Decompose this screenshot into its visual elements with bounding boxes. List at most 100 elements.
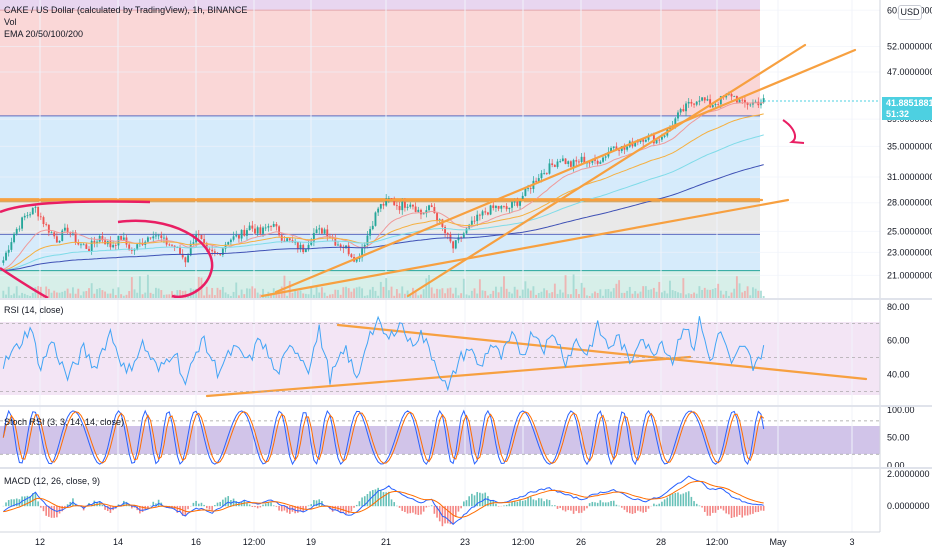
macd-histogram-bar bbox=[104, 505, 106, 510]
volume-bar bbox=[519, 295, 521, 298]
candle-body bbox=[580, 156, 583, 162]
macd-histogram-bar bbox=[280, 505, 283, 512]
macd-histogram-bar bbox=[762, 505, 765, 511]
volume-bar bbox=[120, 294, 123, 298]
candle-body bbox=[323, 229, 326, 234]
volume-bar bbox=[259, 294, 262, 298]
candle-body bbox=[500, 206, 503, 209]
macd-histogram-bar bbox=[695, 503, 698, 507]
pane-dividers[interactable] bbox=[0, 298, 932, 469]
volume-bar bbox=[650, 289, 653, 298]
volume-bar bbox=[130, 277, 133, 298]
volume-bar bbox=[746, 286, 749, 298]
candle-body bbox=[13, 233, 15, 243]
volume-bar bbox=[390, 286, 393, 298]
volume-bar bbox=[240, 289, 243, 298]
volume-bar bbox=[302, 293, 305, 298]
candle-body bbox=[537, 178, 540, 182]
macd-histogram-bar bbox=[417, 505, 420, 515]
volume-bar bbox=[422, 289, 425, 298]
candle-body bbox=[511, 202, 513, 208]
volume-bar bbox=[497, 292, 500, 298]
macd-histogram-bar bbox=[524, 500, 527, 507]
macd-histogram-bar bbox=[687, 491, 690, 507]
macd-histogram-bar bbox=[358, 501, 361, 507]
volume-bar bbox=[444, 293, 447, 298]
candle-body bbox=[120, 235, 123, 240]
volume-bar bbox=[146, 274, 149, 298]
candle-body bbox=[505, 206, 508, 210]
currency-button[interactable]: USD bbox=[898, 5, 922, 20]
candle-body bbox=[85, 244, 88, 249]
macd-histogram-bar bbox=[618, 505, 620, 507]
candle-body bbox=[743, 99, 746, 103]
legend-vol[interactable]: Vol bbox=[4, 17, 17, 27]
macd-histogram-bar bbox=[548, 500, 551, 507]
macd-histogram-bar bbox=[444, 505, 446, 524]
macd-histogram-bar bbox=[246, 502, 248, 507]
volume-bar bbox=[465, 294, 468, 298]
candle-body bbox=[719, 96, 722, 105]
volume-bar bbox=[227, 294, 230, 298]
volume-bar bbox=[90, 283, 93, 298]
macd-histogram-bar bbox=[527, 496, 529, 507]
macd-histogram-bar bbox=[610, 501, 612, 507]
macd-histogram-bar bbox=[607, 502, 610, 507]
volume-bar bbox=[88, 288, 90, 298]
macd-histogram-bar bbox=[575, 505, 578, 511]
volume-bar bbox=[286, 295, 289, 298]
volume-bar bbox=[695, 293, 698, 298]
volume-bar bbox=[610, 291, 612, 298]
macd-histogram-bar bbox=[377, 487, 379, 507]
candle-body bbox=[599, 161, 602, 164]
candle-body bbox=[23, 215, 26, 218]
candle-body bbox=[548, 163, 551, 174]
volume-bar bbox=[417, 295, 420, 298]
candle-body bbox=[454, 240, 457, 249]
candle-body bbox=[288, 238, 291, 241]
volume-bar bbox=[152, 293, 155, 298]
volume-bar bbox=[117, 287, 120, 298]
trend-drawings[interactable] bbox=[0, 43, 880, 398]
candle-body bbox=[516, 201, 519, 206]
volume-bar bbox=[355, 287, 358, 298]
candle-body bbox=[77, 242, 80, 245]
candle-body bbox=[2, 260, 5, 263]
volume-bar bbox=[401, 286, 404, 298]
volume-bar bbox=[45, 286, 48, 298]
macd-histogram-bar bbox=[235, 501, 238, 507]
candle-body bbox=[232, 236, 235, 240]
macd-histogram-bar bbox=[594, 502, 596, 507]
macd-histogram-bar bbox=[37, 501, 39, 507]
volume-bar bbox=[243, 294, 246, 298]
legend-rsi[interactable]: RSI (14, close) bbox=[4, 305, 64, 315]
legend-stoch-rsi[interactable]: Stoch RSI (3, 3, 14, 14, close) bbox=[4, 417, 124, 427]
volume-bar bbox=[663, 290, 666, 298]
volume-bar bbox=[559, 289, 562, 298]
volume-bar bbox=[607, 289, 610, 298]
candle-body bbox=[163, 237, 165, 239]
macd-histogram-bar bbox=[487, 496, 489, 507]
volume-bar bbox=[735, 276, 738, 298]
volume-bar bbox=[586, 295, 588, 298]
candle-body bbox=[366, 235, 369, 245]
candle-body bbox=[254, 228, 256, 234]
candle-body bbox=[213, 251, 216, 253]
volume-bar bbox=[414, 291, 417, 298]
volume-bar bbox=[197, 276, 200, 298]
volume-bar bbox=[101, 290, 104, 298]
candle-body bbox=[109, 241, 112, 248]
macd-histogram-bar bbox=[420, 505, 422, 515]
legend-ema[interactable]: EMA 20/50/100/200 bbox=[4, 29, 83, 39]
volume-bar bbox=[620, 292, 623, 298]
macd-histogram-bar bbox=[535, 500, 537, 507]
candle-body bbox=[181, 253, 184, 258]
candle-body bbox=[693, 103, 695, 105]
legend-macd[interactable]: MACD (12, 26, close, 9) bbox=[4, 476, 100, 486]
macd-histogram-bar bbox=[596, 502, 599, 507]
volume-bar bbox=[176, 290, 179, 298]
price-tick-label: 31.0000000 bbox=[887, 172, 932, 182]
volume-bar bbox=[711, 289, 714, 298]
volume-bar bbox=[540, 291, 543, 298]
